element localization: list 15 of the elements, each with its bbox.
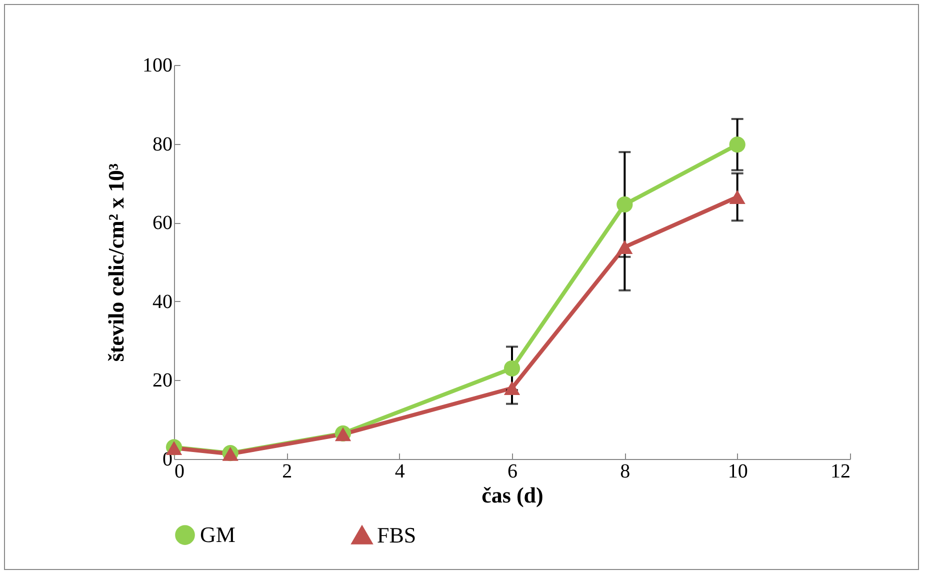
y-axis-title: število celic/cm² x 10³ xyxy=(104,162,128,362)
x-tick-label: 10 xyxy=(728,460,748,482)
y-tick-label: 20 xyxy=(152,370,172,392)
y-tick-label: 80 xyxy=(152,133,172,156)
x-axis-title: čas (d) xyxy=(482,482,544,508)
y-tick-label: 100 xyxy=(142,54,172,76)
legend-label: FBS xyxy=(377,522,416,548)
x-tick-label: 6 xyxy=(508,460,518,482)
legend-label: GM xyxy=(200,522,236,548)
y-tick-label: 60 xyxy=(152,212,172,234)
x-tick-label: 12 xyxy=(830,460,850,482)
x-tick-label: 2 xyxy=(282,460,292,482)
x-tick-label: 8 xyxy=(620,460,630,482)
x-tick-label: 4 xyxy=(394,460,405,482)
y-tick-label: 40 xyxy=(152,290,172,313)
